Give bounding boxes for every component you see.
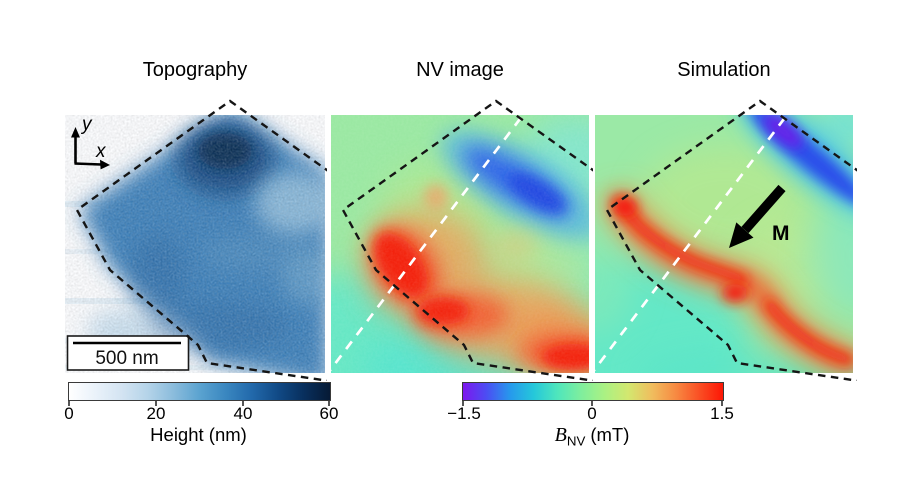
bnv-tick-label-pos: 1.5 xyxy=(710,404,734,423)
height-tick-label-0: 0 xyxy=(64,404,74,423)
height-tick-label-40: 40 xyxy=(233,404,253,423)
x-axis-arrow xyxy=(74,162,102,166)
height-colorbar xyxy=(68,382,331,401)
height-tick-label-60: 60 xyxy=(319,404,339,423)
simulation-map: M xyxy=(595,115,853,373)
x-axis-label: x xyxy=(95,141,107,162)
bnv-unit: (mT) xyxy=(590,424,630,445)
nv-noise xyxy=(331,115,589,373)
topography-image: y x 500 nm xyxy=(65,115,325,373)
magnetization-label: M xyxy=(772,222,790,245)
y-axis-label: y xyxy=(80,115,93,135)
nv-image-map xyxy=(331,115,589,373)
bnv-tick-label-neg: −1.5 xyxy=(447,404,481,423)
topography-panel: y x 500 nm xyxy=(65,115,325,373)
panel-title-nv-image: NV image xyxy=(416,59,504,81)
bnv-subscript: NV xyxy=(566,433,586,449)
height-tick-0 xyxy=(68,401,70,406)
simulation-panel: M xyxy=(595,115,853,373)
scale-bar: 500 nm xyxy=(66,335,190,371)
scale-bar-label: 500 nm xyxy=(95,348,158,369)
height-tick-40 xyxy=(242,401,244,406)
height-tick-60 xyxy=(328,401,330,406)
bnv-tick-pos xyxy=(721,401,723,406)
bnv-tick-neg xyxy=(462,401,464,406)
panel-title-simulation: Simulation xyxy=(677,59,771,81)
bnv-tick-label-zero: 0 xyxy=(587,404,597,423)
panel-title-topography: Topography xyxy=(142,59,248,81)
bnv-colorbar-label: BNV (mT) xyxy=(462,424,722,449)
bnv-tick-zero xyxy=(591,401,593,406)
bnv-colorbar xyxy=(462,382,724,401)
bnv-symbol: B xyxy=(554,424,567,446)
nv-image-panel xyxy=(331,115,589,373)
height-tick-label-20: 20 xyxy=(146,404,166,423)
height-tick-20 xyxy=(155,401,157,406)
height-colorbar-label: Height (nm) xyxy=(150,424,247,445)
